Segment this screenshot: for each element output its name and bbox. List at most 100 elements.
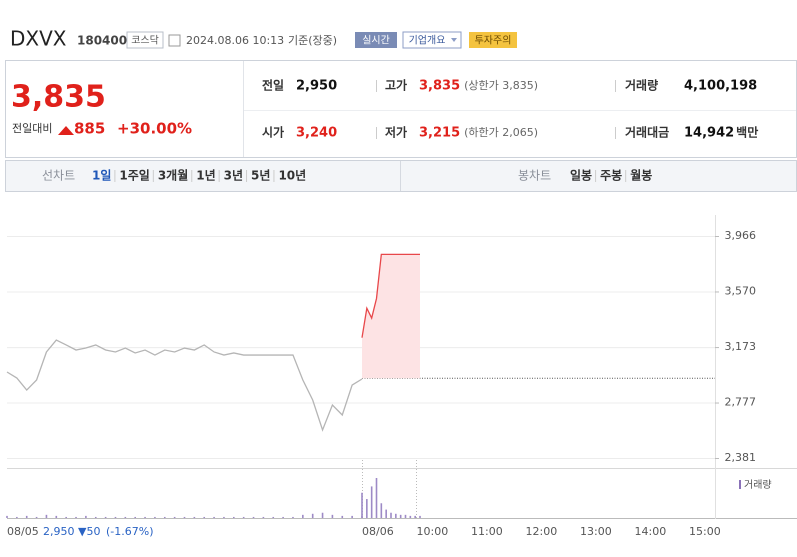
volume-bar <box>242 516 245 518</box>
stat-value: 14,942 <box>684 126 734 141</box>
datetime: 2024.08.06 10:13 <box>186 34 284 47</box>
volume-bar <box>311 513 314 518</box>
stat-label: 거래량 <box>625 78 658 93</box>
stat-value: 3,240 <box>296 126 337 141</box>
change: 885 <box>74 120 105 138</box>
period-tab[interactable]: 1일 <box>92 169 111 183</box>
y-tick-label: 3,966 <box>725 229 757 242</box>
period-tab[interactable]: 10년 <box>278 169 306 183</box>
x-tick-label: 11:00 <box>471 525 503 538</box>
today-label: 08/06 <box>362 525 394 538</box>
candle-tab[interactable]: 일봉 <box>570 169 592 183</box>
volume-bar <box>341 515 344 518</box>
period-tab[interactable]: 3년 <box>224 169 243 183</box>
volume-bar <box>114 516 117 518</box>
badge[interactable] <box>355 32 397 48</box>
volume-bar <box>361 492 363 518</box>
volume-bar <box>223 516 225 518</box>
stat-label: 시가 <box>262 125 284 140</box>
badge[interactable] <box>402 31 462 49</box>
y-tick-label: 2,777 <box>725 396 757 409</box>
y-tick-label: 3,173 <box>725 340 757 353</box>
dropdown-arrow <box>451 38 457 42</box>
badge-label[interactable]: 실시간 <box>362 35 390 47</box>
x-tick-label: 13:00 <box>580 525 612 538</box>
volume-bar <box>173 516 176 518</box>
stat-unit: 백만 <box>736 125 758 140</box>
stat-label: 저가 <box>385 125 407 140</box>
line-chart-label: 선차트 <box>42 169 75 183</box>
volume-bar <box>55 515 58 518</box>
x-tick-label: 12:00 <box>526 525 558 538</box>
stat-note: (상한가 3,835) <box>464 79 538 92</box>
volume-bar <box>395 513 397 518</box>
period-tab[interactable]: 1년 <box>196 169 215 183</box>
tabs: 1일 1주일 3개월 1년 3년 5년 10년 일봉 주봉 월봉 <box>92 168 652 183</box>
volume-bar <box>409 515 412 518</box>
volume-bar <box>213 516 215 518</box>
stat-value: 4,100,198 <box>684 79 757 94</box>
volume-bar <box>404 514 407 518</box>
volume-bar <box>6 515 8 518</box>
volume-bar <box>134 516 136 518</box>
volume-bar <box>104 516 107 518</box>
volume-bar <box>193 516 196 518</box>
volume-bar <box>292 516 294 518</box>
volume-bar <box>414 515 416 518</box>
volume-bar <box>419 515 421 518</box>
x-tick-label: 10:00 <box>417 525 449 538</box>
summary-close: 2,950 <box>43 525 75 538</box>
stat-label: 거래대금 <box>625 125 669 140</box>
rate: +30.00% <box>117 120 192 138</box>
summary-rate: (-1.67%) <box>106 525 154 538</box>
period-tab[interactable]: 1주일 <box>119 169 149 183</box>
stat-value: 3,835 <box>419 79 460 94</box>
volume-bar <box>45 514 48 518</box>
up-arrow <box>58 126 74 135</box>
volume-bar <box>252 516 255 518</box>
plot: 3,966 3,570 3,173 2,777 2,381 10:00 11:00 12:00… <box>6 229 756 538</box>
volume-bar <box>65 516 67 518</box>
badge <box>469 32 517 48</box>
volume-bar <box>25 515 28 518</box>
candle-chart-label: 봉차트 <box>518 169 551 183</box>
volume-bar <box>351 515 353 518</box>
volume-bar <box>366 499 368 518</box>
candle-tab[interactable]: 주봉 <box>600 169 622 183</box>
x-tick-label: 14:00 <box>635 525 667 538</box>
price: 3,835 <box>11 80 106 115</box>
volume-bar <box>262 516 265 518</box>
calendar-icon <box>168 34 181 47</box>
volume-bar <box>375 478 378 518</box>
volume-bar <box>272 516 275 518</box>
volume-bar <box>321 512 324 518</box>
volume-bar <box>331 514 334 518</box>
prev-day-label: 08/05 <box>7 525 39 538</box>
volume-bar <box>203 516 206 518</box>
volume-bar <box>282 516 284 518</box>
volume-bar <box>85 515 87 518</box>
volume-bar <box>35 516 38 518</box>
volume-bar <box>302 514 304 518</box>
price-area <box>362 254 420 379</box>
price-line <box>6 339 363 432</box>
change-label: 전일대비 <box>12 121 52 135</box>
badge-label: 투자주의 <box>475 35 512 47</box>
period-tab[interactable]: 3개월 <box>158 168 188 183</box>
candle-tab[interactable]: 월봉 <box>630 168 652 183</box>
volume-bar <box>233 516 235 518</box>
volume-bar <box>144 516 146 518</box>
summary-change: ▼50 <box>78 525 100 538</box>
volume-bar <box>380 503 383 518</box>
y-tick-label: 2,381 <box>725 451 757 464</box>
price-line <box>361 253 420 338</box>
x-tick-label: 15:00 <box>689 525 721 538</box>
stock-name: DXVX <box>10 27 67 51</box>
volume-bar <box>163 516 166 518</box>
volume-legend-swatch <box>739 480 741 489</box>
market: 코스닥 <box>131 35 159 47</box>
badge-label[interactable]: 기업개요 <box>409 34 446 47</box>
basis: 기준(장중) <box>288 34 337 47</box>
period-tab[interactable]: 5년 <box>251 169 270 183</box>
